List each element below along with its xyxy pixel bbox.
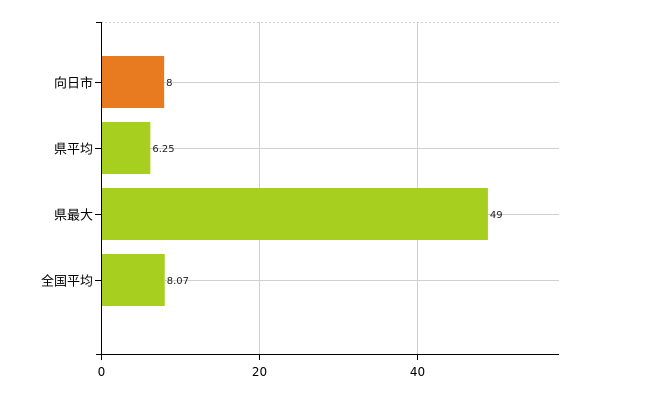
bar-1	[101, 56, 165, 108]
bar-4	[101, 254, 165, 306]
category-label-4: 全国平均	[41, 274, 93, 290]
data-label-2: 6.25	[152, 144, 174, 155]
data-label-3: 49	[490, 210, 503, 221]
data-label-1: 8	[166, 78, 172, 89]
x-tick-label: 40	[410, 365, 425, 379]
x-tick-label: 0	[98, 365, 106, 379]
x-tick-label: 20	[252, 365, 267, 379]
data-label-4: 8.07	[167, 276, 189, 287]
category-label-2: 県平均	[54, 143, 93, 158]
bar-3	[101, 188, 488, 240]
bar-2	[101, 122, 151, 174]
category-label-1: 向日市	[54, 76, 93, 92]
category-label-3: 県最大	[54, 209, 93, 224]
